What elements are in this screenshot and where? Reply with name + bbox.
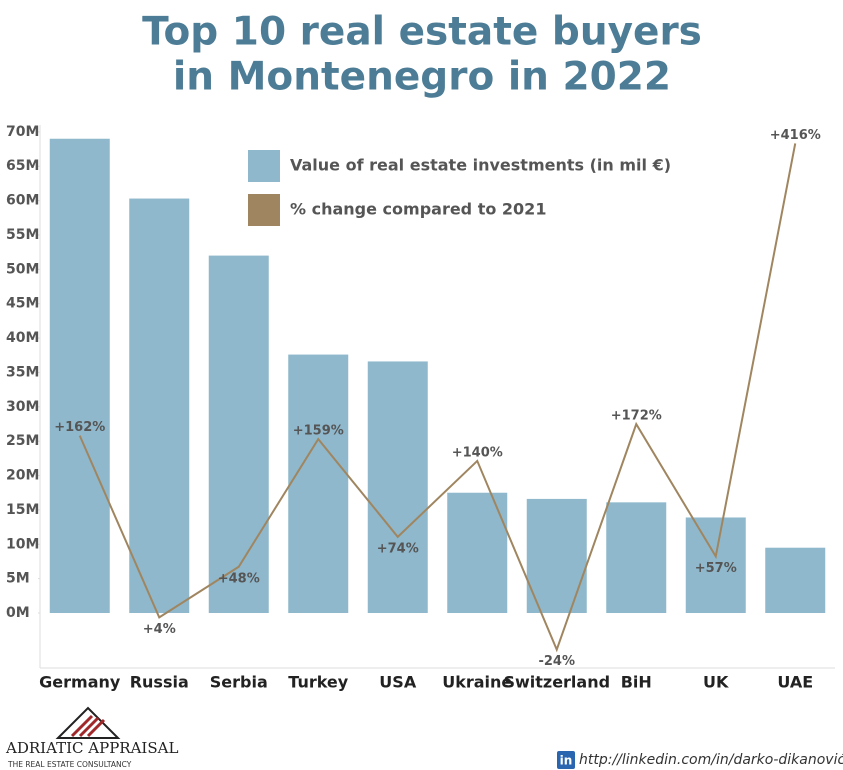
data-label: +172% xyxy=(611,409,662,424)
brand: ADRIATIC APPRAISAL xyxy=(5,739,178,757)
data-label: +159% xyxy=(293,424,344,439)
y-tick-label: 35M xyxy=(6,364,39,380)
bar xyxy=(447,492,508,614)
x-tick-label: Russia xyxy=(130,673,189,692)
data-label: +416% xyxy=(770,128,821,143)
y-tick-label: 45M xyxy=(6,296,39,312)
bar xyxy=(129,198,190,614)
y-tick-label: 60M xyxy=(6,193,39,209)
x-tick-label: USA xyxy=(379,673,417,692)
legend-label: Value of real estate investments (in mil… xyxy=(290,156,671,175)
bar xyxy=(288,354,349,614)
bar xyxy=(49,138,110,614)
bar xyxy=(367,361,428,614)
data-label: -24% xyxy=(538,654,575,669)
y-tick-label: 40M xyxy=(6,330,39,346)
data-label: +4% xyxy=(143,622,176,637)
y-tick-label: 30M xyxy=(6,399,39,415)
bar xyxy=(765,547,826,614)
x-tick-label: UAE xyxy=(777,673,813,692)
bar xyxy=(685,517,746,614)
legend-swatch xyxy=(248,194,280,226)
y-tick-label: 10M xyxy=(6,536,39,552)
y-tick-label: 15M xyxy=(6,502,39,518)
y-tick-label: 20M xyxy=(6,468,39,484)
chart-title: Top 10 real estate buyers xyxy=(142,10,702,55)
linkedin-badge xyxy=(557,751,575,769)
y-tick-label: 0M xyxy=(6,605,30,621)
x-tick-label: BiH xyxy=(621,673,652,692)
y-tick-label: 25M xyxy=(6,433,39,449)
bar xyxy=(606,502,667,614)
data-label: +57% xyxy=(695,561,737,576)
linkedin-badge-text: in xyxy=(560,754,573,768)
tagline: THE REAL ESTATE CONSULTANCY xyxy=(7,760,132,769)
x-tick-label: Serbia xyxy=(210,673,268,692)
x-tick-label: Germany xyxy=(39,673,121,692)
bar xyxy=(208,255,269,614)
data-label: +74% xyxy=(377,541,419,556)
url[interactable]: http://linkedin.com/in/darko-dikanović xyxy=(579,752,843,768)
y-tick-label: 65M xyxy=(6,158,39,174)
y-tick-label: 5M xyxy=(6,571,30,587)
data-label: +140% xyxy=(452,445,503,460)
line xyxy=(78,143,797,653)
bar xyxy=(526,498,587,614)
x-tick-label: Turkey xyxy=(288,673,349,692)
logo xyxy=(55,706,121,739)
x-tick-label: Ukraine xyxy=(442,673,512,692)
x-tick-label: Switzerland xyxy=(503,673,610,692)
y-tick-label: 70M xyxy=(6,124,39,140)
x-tick-label: UK xyxy=(703,673,729,692)
data-label: +48% xyxy=(218,571,260,586)
legend-swatch xyxy=(248,150,280,182)
data-label: +162% xyxy=(54,420,105,435)
chart-title: in Montenegro in 2022 xyxy=(173,55,671,100)
legend-label: % change compared to 2021 xyxy=(290,200,546,219)
y-tick-label: 50M xyxy=(6,261,39,277)
y-tick-label: 55M xyxy=(6,227,39,243)
